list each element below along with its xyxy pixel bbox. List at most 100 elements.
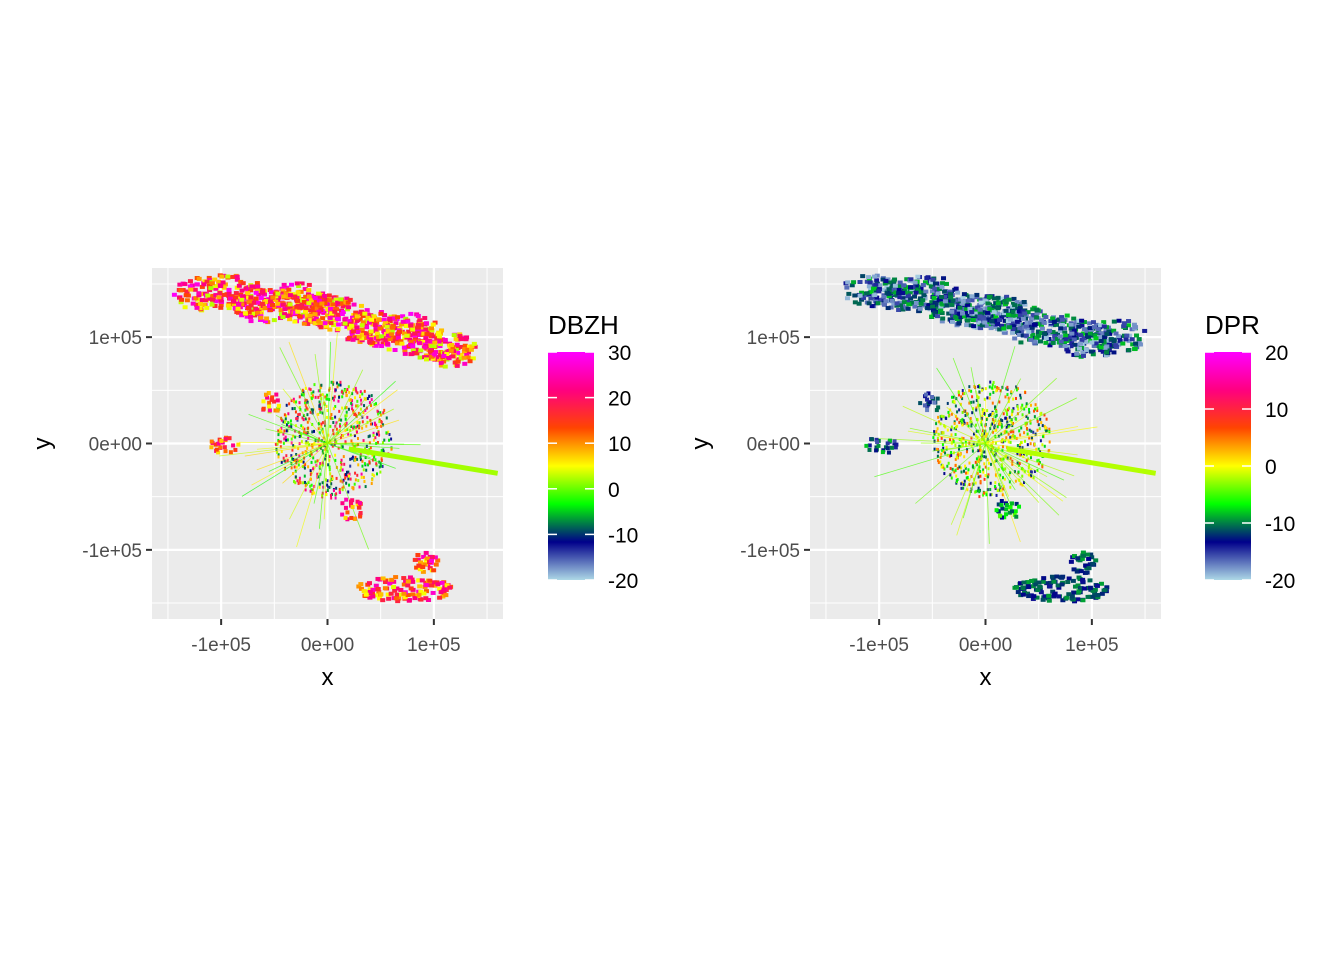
radar-cell <box>947 414 950 418</box>
radar-cell <box>1075 556 1081 561</box>
radar-cell <box>307 426 310 430</box>
radar-cell <box>1085 552 1091 557</box>
radar-cell <box>355 413 358 417</box>
radar-cell <box>1046 584 1052 589</box>
radar-cell <box>864 291 870 296</box>
radar-cell <box>352 409 355 413</box>
radar-cell <box>426 355 432 360</box>
radar-cell <box>311 394 314 398</box>
radar-cell <box>983 477 986 481</box>
radar-cell <box>294 424 297 428</box>
radar-cell <box>950 425 953 429</box>
radar-cell <box>196 293 202 298</box>
radar-cell <box>1044 581 1050 586</box>
radar-cell <box>391 584 397 589</box>
radar-ray <box>915 443 986 504</box>
radar-cell <box>1101 324 1107 329</box>
radar-cell <box>330 380 333 384</box>
radar-cell <box>303 306 309 311</box>
radar-cell <box>233 291 239 296</box>
radar-cell <box>950 453 953 457</box>
radar-cell <box>390 325 396 330</box>
radar-cell <box>1089 555 1095 560</box>
radar-cell <box>861 291 867 296</box>
radar-cell <box>303 466 306 470</box>
radar-cell <box>942 446 945 450</box>
radar-cell <box>950 433 953 437</box>
radar-cell <box>1035 588 1041 593</box>
radar-cell <box>1037 423 1040 427</box>
radar-cell <box>1104 338 1110 343</box>
radar-cell <box>193 296 199 301</box>
radar-cell <box>428 339 434 344</box>
radar-cell <box>1012 430 1015 434</box>
radar-cell <box>366 581 372 586</box>
radar-cell <box>313 484 316 488</box>
radar-ray <box>946 406 986 444</box>
radar-cell <box>1052 334 1058 339</box>
radar-cell <box>1025 326 1031 331</box>
radar-cell <box>1133 341 1139 346</box>
radar-cell <box>305 399 308 403</box>
radar-cell <box>969 294 975 299</box>
radar-cell <box>302 460 305 464</box>
radar-cell <box>432 583 438 588</box>
radar-cell <box>909 300 915 305</box>
radar-cell <box>292 434 295 438</box>
radar-cell <box>1071 554 1077 559</box>
radar-cell <box>950 412 953 416</box>
radar-cell <box>963 469 966 473</box>
radar-cell <box>434 335 440 340</box>
radar-cell <box>371 314 377 319</box>
radar-cell <box>1051 579 1057 584</box>
radar-cell <box>327 485 330 489</box>
radar-cell <box>991 296 997 301</box>
radar-cell <box>1085 594 1091 599</box>
radar-cell <box>363 479 366 483</box>
radar-cell <box>980 421 983 425</box>
radar-cell <box>988 326 994 331</box>
radar-cell <box>374 402 377 406</box>
radar-cell <box>1007 432 1010 436</box>
radar-cell <box>318 389 321 393</box>
radar-cell <box>1016 444 1019 448</box>
radar-cell <box>234 274 240 279</box>
radar-cell <box>988 396 991 400</box>
radar-cell <box>977 486 980 490</box>
radar-cell <box>1041 320 1047 325</box>
radar-cell <box>359 394 362 398</box>
radar-cell <box>373 343 379 348</box>
radar-cell <box>1040 597 1046 602</box>
radar-ray <box>238 441 328 444</box>
radar-cell <box>405 579 411 584</box>
radar-cell <box>347 490 350 494</box>
radar-cell <box>182 305 188 310</box>
radar-cell <box>341 390 344 394</box>
radar-cell <box>351 329 357 334</box>
radar-cell <box>1019 453 1022 457</box>
radar-cell <box>1007 440 1010 444</box>
radar-cell <box>298 406 301 410</box>
radar-cell <box>883 279 889 284</box>
radar-cell <box>1023 323 1029 328</box>
radar-cell <box>340 309 346 314</box>
radar-cell <box>981 315 987 320</box>
radar-cell <box>941 431 944 435</box>
radar-cell <box>937 415 940 419</box>
radar-cell <box>975 489 978 493</box>
radar-cell <box>218 298 224 303</box>
radar-cell <box>388 591 394 596</box>
radar-cell <box>372 593 378 598</box>
radar-cell <box>999 421 1002 425</box>
radar-cell <box>319 386 322 390</box>
radar-cell <box>253 296 259 301</box>
radar-cell <box>290 425 293 429</box>
radar-cell <box>1136 337 1142 342</box>
radar-cell <box>1069 340 1075 345</box>
radar-cell <box>312 321 318 326</box>
radar-cell <box>978 448 981 452</box>
radar-cell <box>925 408 930 413</box>
radar-cell <box>982 306 988 311</box>
radar-cell <box>1041 465 1044 469</box>
radar-cell <box>1006 393 1009 397</box>
